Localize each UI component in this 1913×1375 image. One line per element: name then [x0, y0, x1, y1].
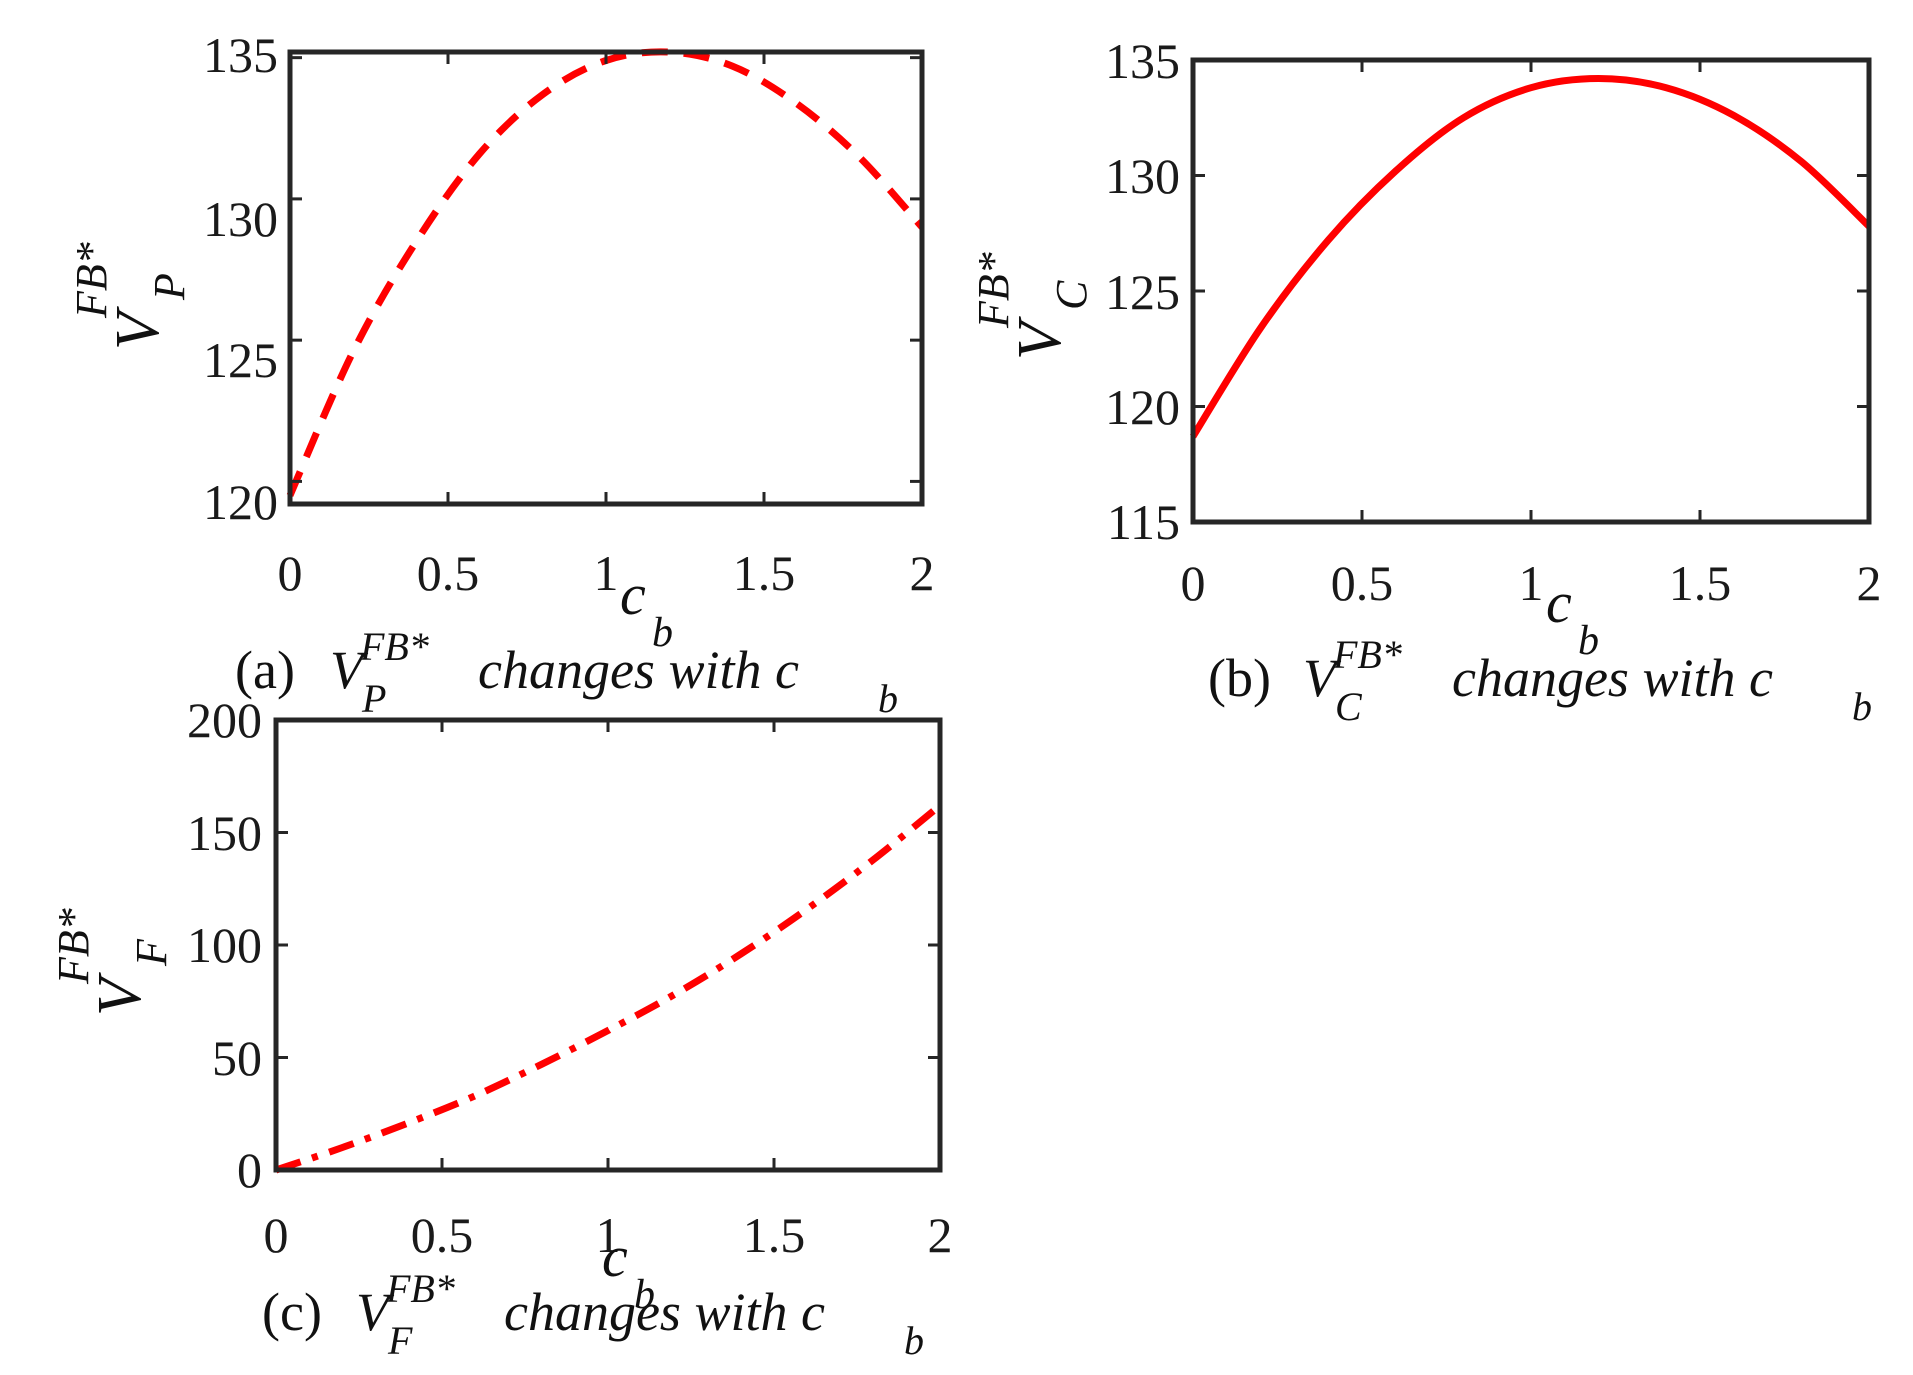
svg-text:b: b [634, 1272, 655, 1318]
x-tick-label: 2 [928, 1207, 953, 1263]
x-tick-label: 0.5 [411, 1207, 474, 1263]
y-axis-label-b: V FB* C [969, 252, 1096, 360]
x-tick-label: 0.5 [1331, 555, 1394, 611]
y-tick-label: 120 [203, 474, 278, 530]
x-tick-label: 2 [1857, 555, 1882, 611]
y-tick-label: 115 [1107, 494, 1180, 550]
svg-text:C: C [1335, 684, 1363, 729]
svg-text:P: P [145, 273, 194, 301]
svg-text:F: F [387, 1318, 413, 1363]
svg-text:b: b [904, 1318, 924, 1363]
svg-text:V: V [330, 640, 369, 700]
panel-a: 0 0.5 1 1.5 2 120 125 130 135 c b V FB* … [67, 27, 935, 721]
svg-text:b: b [1578, 618, 1599, 664]
y-tick-label: 135 [1105, 33, 1180, 89]
svg-text:V: V [1006, 316, 1074, 360]
x-tick-label: 1 [1519, 555, 1544, 611]
svg-text:changes with c: changes with c [478, 640, 799, 700]
y-tick-label: 0 [237, 1142, 262, 1198]
svg-text:FB*: FB* [359, 624, 429, 669]
y-tick-label: 125 [1105, 264, 1180, 320]
svg-text:(b): (b) [1208, 648, 1271, 708]
svg-text:c: c [602, 1224, 628, 1289]
svg-text:FB*: FB* [1332, 632, 1402, 677]
caption-b: (b) V FB* C changes with c b [1208, 632, 1872, 729]
svg-text:FB*: FB* [385, 1266, 455, 1311]
panel-c: 0 0.5 1 1.5 2 0 50 100 150 200 c b V FB*… [49, 692, 953, 1363]
x-tick-label: 1.5 [743, 1207, 806, 1263]
y-tick-label: 150 [187, 805, 262, 861]
svg-text:FB*: FB* [67, 242, 116, 319]
svg-text:V: V [356, 1282, 395, 1342]
svg-text:changes with c: changes with c [1452, 648, 1773, 708]
x-axis-label-c: c b [602, 1224, 655, 1318]
caption-c: (c) V FB* F changes with c b [262, 1266, 924, 1363]
svg-text:(a): (a) [235, 640, 295, 700]
axes-frame-c [273, 717, 943, 1173]
x-tick-label: 0.5 [417, 545, 480, 601]
svg-text:P: P [361, 676, 386, 721]
series-line-a [286, 48, 925, 497]
y-tick-label: 120 [1105, 379, 1180, 435]
y-axis-label-a: V FB* P [67, 242, 194, 350]
svg-text:V: V [104, 306, 172, 350]
svg-text:b: b [652, 610, 673, 656]
series-line-b [1190, 74, 1872, 439]
series-line [1190, 74, 1872, 439]
svg-text:V: V [86, 972, 154, 1016]
tick-marks-c [274, 718, 942, 1172]
svg-text:b: b [1852, 684, 1872, 729]
svg-text:(c): (c) [262, 1282, 322, 1342]
y-tick-label: 125 [203, 332, 278, 388]
y-tick-label: 50 [212, 1030, 262, 1086]
x-tick-label: 0 [264, 1207, 289, 1263]
x-tick-label: 0 [278, 545, 303, 601]
tick-marks-a [288, 52, 924, 504]
x-tick-label: 1 [594, 545, 619, 601]
svg-text:C: C [1047, 280, 1096, 310]
y-tick-label: 130 [1105, 148, 1180, 204]
y-tick-label: 200 [187, 692, 262, 748]
x-tick-label: 2 [910, 545, 935, 601]
axes-frame-a [287, 49, 925, 507]
x-tick-label: 0 [1181, 555, 1206, 611]
x-axis-label-a: c b [620, 562, 673, 656]
svg-text:V: V [1303, 648, 1342, 708]
tick-marks-b [1191, 58, 1871, 524]
y-tick-label: 135 [203, 27, 278, 83]
svg-text:b: b [878, 676, 898, 721]
series-line-c [274, 802, 943, 1174]
axes-frame-b [1190, 57, 1872, 525]
svg-text:FB*: FB* [969, 252, 1018, 329]
series-line [286, 48, 925, 497]
series-line [274, 802, 943, 1174]
svg-text:F: F [127, 938, 176, 967]
x-tick-label: 1.5 [733, 545, 796, 601]
svg-text:c: c [620, 562, 646, 627]
y-axis-label-c: V FB* F [49, 908, 176, 1016]
y-tick-label: 100 [187, 917, 262, 973]
svg-text:FB*: FB* [49, 908, 98, 985]
y-tick-label: 130 [203, 191, 278, 247]
x-tick-label: 1 [596, 1207, 621, 1263]
x-axis-label-b: c b [1546, 570, 1599, 664]
svg-text:changes with c: changes with c [504, 1282, 825, 1342]
panel-b: 0 0.5 1 1.5 2 115 120 125 130 135 c b V … [969, 33, 1882, 729]
svg-text:c: c [1546, 570, 1572, 635]
caption-a: (a) V FB* P changes with c b [235, 624, 898, 721]
x-tick-label: 1.5 [1669, 555, 1732, 611]
